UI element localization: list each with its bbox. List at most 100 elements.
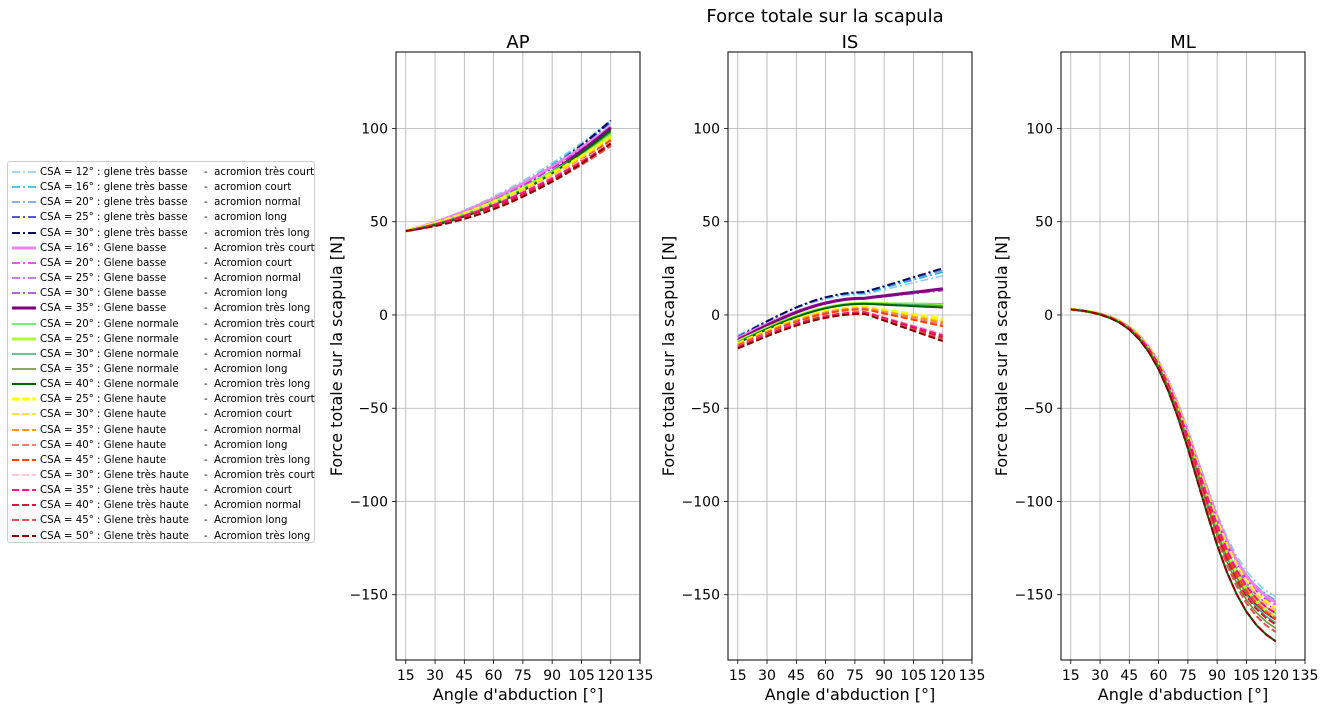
- legend-swatch: [12, 322, 36, 325]
- legend-series-suffix: - Acromion normal: [204, 348, 302, 360]
- legend-entry: CSA = 35° : Glene très haute - Acromion c…: [8, 483, 314, 498]
- legend-series-name: CSA = 12° : glene très basse: [40, 167, 188, 178]
- x-tick-label: 105: [568, 668, 595, 684]
- legend-series-suffix: - acromion court: [204, 182, 292, 194]
- legend-entry: CSA = 20° : glene très basse - acromion n…: [8, 195, 314, 210]
- axes-frame: [395, 51, 641, 661]
- legend-swatch: [12, 231, 36, 234]
- series-line-24: [405, 145, 612, 232]
- legend-series-suffix: - Acromion court: [204, 333, 292, 345]
- x-tick-label: 90: [875, 668, 893, 684]
- x-axis-label: Angle d'abduction [°]: [433, 685, 603, 704]
- legend-series-name: CSA = 16° : Glene basse: [40, 242, 167, 254]
- y-tick-label: 100: [361, 121, 388, 137]
- series-line-25: [405, 142, 612, 232]
- legend-series-name: CSA = 40° : Glene haute: [40, 439, 167, 451]
- legend-series-name: CSA = 35° : Glene très haute: [40, 485, 189, 497]
- legend-series-suffix: - Acromion très court: [204, 394, 315, 406]
- legend-entry: CSA = 40° : Glene très haute - Acromion n…: [8, 498, 314, 513]
- legend-series-suffix: - acromion normal: [204, 197, 301, 209]
- legend-series-name: CSA = 20° : Glene normale: [40, 318, 179, 330]
- legend-label: CSA = 20° : Glene normale - Acromion très…: [40, 317, 315, 332]
- legend-series-suffix: - Acromion long: [204, 439, 288, 451]
- legend-label: CSA = 25° : Glene basse - Acromion normal: [40, 271, 301, 286]
- legend-swatch: [12, 428, 36, 431]
- legend-swatch: [12, 262, 36, 264]
- y-axis-label: Force totale sur la scapula [N]: [992, 236, 1011, 476]
- legend-swatch: [12, 504, 36, 507]
- y-tick-label: 100: [1026, 121, 1053, 137]
- axes-frame: [727, 51, 973, 661]
- subplot-title: AP: [506, 32, 529, 53]
- legend-label: CSA = 30° : Glene normale - Acromion norm…: [40, 347, 301, 362]
- subplot-ap: 15 30 45 60 75 90 105 120 135 −150 −100 −50 0 50 100 AP…: [327, 32, 653, 704]
- y-tick-label: −100: [1015, 494, 1053, 510]
- legend-series-name: CSA = 16° : glene très basse: [40, 182, 188, 194]
- legend-series-name: CSA = 30° : Glene haute: [40, 409, 167, 421]
- legend-series-suffix: - Acromion très court: [204, 318, 315, 330]
- legend-entry: CSA = 50° : Glene très haute - Acromion t…: [8, 529, 314, 544]
- legend-label: CSA = 35° : Glene basse - Acromion très l…: [40, 301, 310, 316]
- x-tick-label: 135: [1292, 668, 1319, 684]
- legend-entry: CSA = 12° : glene très basse - acromion t…: [8, 165, 314, 180]
- y-axis-label: Force totale sur la scapula [N]: [659, 236, 678, 476]
- legend-series-suffix: - Acromion long: [204, 515, 288, 527]
- legend-series-name: CSA = 40° : Glene très haute: [40, 500, 189, 512]
- legend-entry: CSA = 35° : Glene haute - Acromion normal: [8, 423, 314, 438]
- x-tick-label: 135: [959, 668, 986, 684]
- series-line-1: [1070, 308, 1277, 598]
- y-tick-label: −100: [350, 494, 388, 510]
- legend-series-suffix: - Acromion très court: [204, 242, 315, 254]
- legend-entry: CSA = 40° : Glene haute - Acromion long: [8, 438, 314, 453]
- legend-entry: CSA = 20° : Glene basse - Acromion court: [8, 256, 314, 271]
- legend-series-name: CSA = 20° : Glene basse: [40, 257, 167, 269]
- legend-label: CSA = 35° : Glene très haute - Acromion c…: [40, 483, 292, 498]
- series-line-2: [405, 121, 612, 232]
- legend-series-name: CSA = 35° : Glene normale: [40, 363, 179, 375]
- legend-series-suffix: - acromion très long: [204, 227, 310, 239]
- series-line-1: [405, 119, 612, 232]
- legend-series-name: CSA = 25° : Glene normale: [40, 333, 179, 345]
- axes-frame: [1060, 51, 1306, 661]
- legend-label: CSA = 25° : Glene haute - Acromion très c…: [40, 392, 315, 407]
- legend-entry: CSA = 30° : Glene normale - Acromion norm…: [8, 347, 314, 362]
- y-tick-label: −150: [1015, 588, 1053, 604]
- legend-label: CSA = 16° : glene très basse - acromion c…: [40, 180, 291, 195]
- legend-swatch: [12, 368, 36, 370]
- series-line-5: [405, 119, 612, 232]
- x-tick-label: 75: [846, 668, 864, 684]
- x-tick-label: 75: [514, 668, 532, 684]
- legend-series-name: CSA = 25° : glene très basse: [40, 212, 188, 224]
- legend-series-suffix: - Acromion normal: [204, 500, 302, 512]
- legend-label: CSA = 40° : Glene très haute - Acromion n…: [40, 498, 301, 513]
- y-tick-label: 50: [1035, 215, 1053, 231]
- legend-series-name: CSA = 30° : glene très basse: [40, 227, 188, 239]
- x-tick-label: 45: [787, 668, 805, 684]
- legend-series-name: CSA = 50° : Glene très haute: [40, 530, 189, 542]
- series-line-25: [1070, 308, 1277, 643]
- legend-label: CSA = 30° : Glene basse - Acromion long: [40, 286, 287, 301]
- legend-entry: CSA = 40° : Glene normale - Acromion très…: [8, 377, 314, 392]
- series-line-7: [1070, 308, 1277, 607]
- legend-label: CSA = 12° : glene très basse - acromion t…: [40, 165, 314, 180]
- legend-entry: CSA = 16° : Glene basse - Acromion très c…: [8, 241, 315, 256]
- legend-series-suffix: - Acromion normal: [204, 424, 302, 436]
- legend-label: CSA = 45° : Glene très haute - Acromion l…: [40, 513, 287, 528]
- legend-entry: CSA = 35° : Glene normale - Acromion long: [8, 362, 314, 377]
- x-tick-label: 135: [627, 668, 654, 684]
- legend-entry: CSA = 25° : Glene haute - Acromion très c…: [8, 392, 315, 407]
- legend-swatch: [12, 443, 36, 446]
- y-tick-label: −50: [1023, 401, 1053, 417]
- series-line-3: [405, 122, 612, 232]
- y-tick-label: 0: [379, 308, 388, 324]
- x-tick-label: 90: [1208, 668, 1226, 684]
- y-tick-label: −100: [682, 494, 720, 510]
- x-tick-label: 60: [817, 668, 835, 684]
- legend-swatch: [12, 383, 36, 386]
- series-line-16: [1070, 307, 1277, 610]
- series-line-21: [1070, 308, 1277, 611]
- legend-swatch: [12, 397, 36, 401]
- y-tick-label: 50: [370, 215, 388, 231]
- figure-title: Force totale sur la scapula: [706, 6, 943, 27]
